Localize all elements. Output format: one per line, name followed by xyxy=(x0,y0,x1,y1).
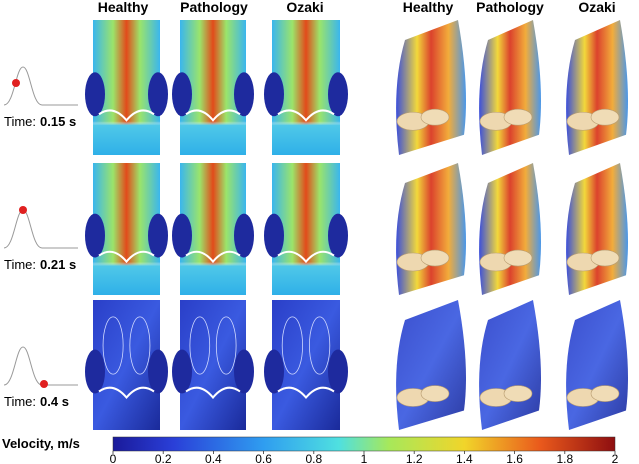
time-value: 0.15 s xyxy=(40,114,76,129)
leaflet-3d xyxy=(420,108,450,126)
colorbar xyxy=(112,436,616,452)
sinus-left xyxy=(172,349,192,394)
white-gap xyxy=(89,399,93,430)
vortex xyxy=(102,316,124,375)
time-marker xyxy=(40,380,48,388)
white-gap xyxy=(268,122,272,155)
time-marker xyxy=(19,206,27,214)
leaflet-3d xyxy=(420,249,450,267)
sinus-right xyxy=(148,213,168,258)
flow-3d xyxy=(566,300,628,430)
panels xyxy=(85,20,628,430)
colorbar-tick-label: 1.8 xyxy=(556,452,573,464)
leaflet xyxy=(185,109,241,122)
time-label: Time: 0.15 s xyxy=(4,114,76,129)
pulse-curve xyxy=(3,346,78,386)
leaflet xyxy=(185,386,241,400)
vortex xyxy=(129,316,151,375)
sinus-right xyxy=(328,213,348,258)
sinus-left xyxy=(264,72,284,117)
colorbar-tick-label: 0.6 xyxy=(255,452,272,464)
white-gap xyxy=(176,263,180,295)
sinus-right xyxy=(234,349,254,394)
white-gap xyxy=(268,399,272,430)
flow-3d xyxy=(396,20,466,155)
leaflet xyxy=(98,250,155,264)
row-labels: Time: 0.15 s Time: 0.21 s Time: 0.4 s xyxy=(3,66,78,409)
sinus-right xyxy=(234,72,254,117)
sinus-left xyxy=(172,72,192,117)
sinus-right xyxy=(148,72,168,117)
leaflet xyxy=(98,109,155,122)
leaflet-3d xyxy=(590,108,620,126)
leaflet xyxy=(277,250,335,264)
colorbar-tick-label: 1.4 xyxy=(456,452,473,464)
column-header: Healthy xyxy=(403,0,454,15)
colorbar-tick-label: 2 xyxy=(612,452,619,464)
sinus-right xyxy=(328,349,348,394)
time-prefix: Time: xyxy=(4,114,36,129)
white-gap xyxy=(176,122,180,155)
time-prefix: Time: xyxy=(4,394,36,409)
sinus-left xyxy=(85,349,105,394)
colorbar-tick-label: 0 xyxy=(110,452,117,464)
colorbar-tick-label: 0.2 xyxy=(155,452,172,464)
sinus-left xyxy=(85,72,105,117)
white-gap xyxy=(268,263,272,295)
leaflet xyxy=(277,386,335,400)
colorbar-ticks: 0 0.2 0.4 0.6 0.8 1 1.2 1.4 1.6 1.8 2 xyxy=(110,451,619,464)
vortex xyxy=(189,316,211,375)
colorbar-tick-label: 1.6 xyxy=(506,452,523,464)
flow-3d xyxy=(566,163,628,295)
leaflet-3d xyxy=(503,385,533,402)
time-label: Time: 0.4 s xyxy=(4,394,69,409)
leaflet-3d xyxy=(590,385,620,402)
column-header: Pathology xyxy=(180,0,248,15)
white-gap xyxy=(89,122,93,155)
time-value: 0.21 s xyxy=(40,257,76,272)
column-header: Pathology xyxy=(476,0,544,15)
leaflet xyxy=(277,109,335,122)
column-header: Healthy xyxy=(98,0,149,15)
flow-3d xyxy=(396,163,466,295)
leaflet-3d xyxy=(420,385,450,402)
pulse-curve xyxy=(3,209,78,249)
flow-3d xyxy=(479,20,541,155)
leaflet-3d xyxy=(503,108,533,126)
leaflet-3d xyxy=(590,249,620,267)
vortex xyxy=(215,316,237,375)
sinus-left xyxy=(85,213,105,258)
white-gap xyxy=(89,263,93,295)
white-gap xyxy=(176,399,180,430)
colorbar-tick-label: 0.8 xyxy=(305,452,322,464)
pulse-curve xyxy=(3,66,78,106)
leaflet xyxy=(98,386,155,400)
colorbar-tick-label: 0.4 xyxy=(205,452,222,464)
colorbar-tick-label: 1.2 xyxy=(406,452,423,464)
flow-3d xyxy=(566,20,628,155)
sinus-right xyxy=(328,72,348,117)
sinus-left xyxy=(264,349,284,394)
time-prefix: Time: xyxy=(4,257,36,272)
vortex xyxy=(308,316,331,375)
colorbar-label: Velocity, m/s xyxy=(2,436,80,451)
time-value: 0.4 s xyxy=(40,394,69,409)
column-header: Ozaki xyxy=(578,0,615,15)
sinus-right xyxy=(148,349,168,394)
sinus-left xyxy=(264,213,284,258)
leaflet-3d xyxy=(503,249,533,267)
leaflet xyxy=(185,250,241,264)
time-label: Time: 0.21 s xyxy=(4,257,76,272)
vortex xyxy=(281,316,303,375)
flow-3d xyxy=(479,163,541,295)
time-marker xyxy=(12,79,20,87)
colorbar-tick-label: 1 xyxy=(361,452,368,464)
flow-3d xyxy=(479,300,541,430)
column-header: Ozaki xyxy=(286,0,323,15)
sinus-left xyxy=(172,213,192,258)
flow-3d xyxy=(396,300,466,430)
sinus-right xyxy=(234,213,254,258)
